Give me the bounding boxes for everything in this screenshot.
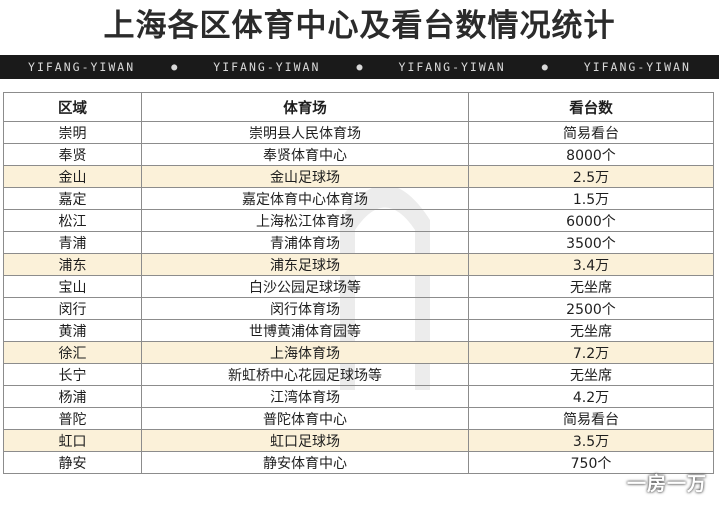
cell-district: 松江 — [3, 209, 142, 232]
cell-seats: 2.5万 — [468, 165, 714, 188]
cell-seats: 无坐席 — [468, 275, 714, 298]
cell-seats: 3.4万 — [468, 253, 714, 276]
table-row: 黄浦 世博黄浦体育园等 无坐席 — [3, 319, 714, 342]
cell-venue: 江湾体育场 — [141, 385, 469, 408]
cell-venue: 新虹桥中心花园足球场等 — [141, 363, 469, 386]
page-title: 上海各区体育中心及看台数情况统计 — [103, 8, 616, 44]
cell-seats: 1.5万 — [468, 187, 714, 210]
cell-district: 崇明 — [3, 121, 142, 144]
banner-text: YIFANG-YIWAN — [213, 60, 321, 74]
cell-seats: 无坐席 — [468, 363, 714, 386]
header-district: 区域 — [3, 92, 142, 122]
cell-seats: 750个 — [468, 451, 714, 474]
cell-district: 青浦 — [3, 231, 142, 254]
cell-seats: 3500个 — [468, 231, 714, 254]
cell-venue: 白沙公园足球场等 — [141, 275, 469, 298]
table-row: 虹口 虹口足球场 3.5万 — [3, 429, 714, 452]
cell-district: 嘉定 — [3, 187, 142, 210]
banner-text: YIFANG-YIWAN — [583, 60, 691, 74]
banner-text: YIFANG-YIWAN — [28, 60, 136, 74]
cell-district: 长宁 — [3, 363, 142, 386]
cell-venue: 虹口足球场 — [141, 429, 469, 452]
banner-dot: ● — [541, 61, 548, 73]
table-row: 青浦 青浦体育场 3500个 — [3, 231, 714, 254]
header-seats: 看台数 — [468, 92, 714, 122]
table-row: 徐汇 上海体育场 7.2万 — [3, 341, 714, 364]
cell-seats: 无坐席 — [468, 319, 714, 342]
banner-text: YIFANG-YIWAN — [398, 60, 506, 74]
cell-venue: 闵行体育场 — [141, 297, 469, 320]
table-row: 宝山 白沙公园足球场等 无坐席 — [3, 275, 714, 298]
cell-seats: 6000个 — [468, 209, 714, 232]
banner-dot: ● — [356, 61, 363, 73]
stadium-table: 区域 体育场 看台数 崇明 崇明县人民体育场 简易看台 奉贤 奉贤体育中心 8000个 金山… — [3, 92, 714, 474]
table-row: 普陀 普陀体育中心 简易看台 — [3, 407, 714, 430]
banner-dot: ● — [171, 61, 178, 73]
cell-district: 杨浦 — [3, 385, 142, 408]
table-row: 金山 金山足球场 2.5万 — [3, 165, 714, 188]
cell-venue: 奉贤体育中心 — [141, 143, 469, 166]
cell-district: 黄浦 — [3, 319, 142, 342]
table-row: 崇明 崇明县人民体育场 简易看台 — [3, 121, 714, 144]
cell-seats: 7.2万 — [468, 341, 714, 364]
cell-venue: 普陀体育中心 — [141, 407, 469, 430]
table-row: 闵行 闵行体育场 2500个 — [3, 297, 714, 320]
cell-district: 奉贤 — [3, 143, 142, 166]
cell-venue: 上海松江体育场 — [141, 209, 469, 232]
cell-seats: 8000个 — [468, 143, 714, 166]
cell-district: 浦东 — [3, 253, 142, 276]
cell-district: 静安 — [3, 451, 142, 474]
table-row: 静安 静安体育中心 750个 — [3, 451, 714, 474]
cell-venue: 浦东足球场 — [141, 253, 469, 276]
cell-venue: 世博黄浦体育园等 — [141, 319, 469, 342]
watermark-text: 一房一万 — [626, 473, 707, 495]
cell-venue: 青浦体育场 — [141, 231, 469, 254]
table-row: 浦东 浦东足球场 3.4万 — [3, 253, 714, 276]
table-row: 松江 上海松江体育场 6000个 — [3, 209, 714, 232]
header-venue: 体育场 — [141, 92, 469, 122]
brand-banner: YIFANG-YIWAN ● YIFANG-YIWAN ● YIFANG-YIW… — [0, 55, 719, 79]
cell-venue: 嘉定体育中心体育场 — [141, 187, 469, 210]
table-row: 奉贤 奉贤体育中心 8000个 — [3, 143, 714, 166]
cell-district: 普陀 — [3, 407, 142, 430]
cell-venue: 崇明县人民体育场 — [141, 121, 469, 144]
cell-seats: 简易看台 — [468, 407, 714, 430]
cell-district: 金山 — [3, 165, 142, 188]
cell-seats: 简易看台 — [468, 121, 714, 144]
cell-seats: 3.5万 — [468, 429, 714, 452]
cell-district: 宝山 — [3, 275, 142, 298]
cell-venue: 静安体育中心 — [141, 451, 469, 474]
cell-seats: 4.2万 — [468, 385, 714, 408]
table-row: 杨浦 江湾体育场 4.2万 — [3, 385, 714, 408]
table-row: 嘉定 嘉定体育中心体育场 1.5万 — [3, 187, 714, 210]
cell-venue: 上海体育场 — [141, 341, 469, 364]
cell-district: 虹口 — [3, 429, 142, 452]
cell-venue: 金山足球场 — [141, 165, 469, 188]
cell-district: 闵行 — [3, 297, 142, 320]
cell-district: 徐汇 — [3, 341, 142, 364]
cell-seats: 2500个 — [468, 297, 714, 320]
table-header-row: 区域 体育场 看台数 — [3, 92, 714, 122]
table-row: 长宁 新虹桥中心花园足球场等 无坐席 — [3, 363, 714, 386]
